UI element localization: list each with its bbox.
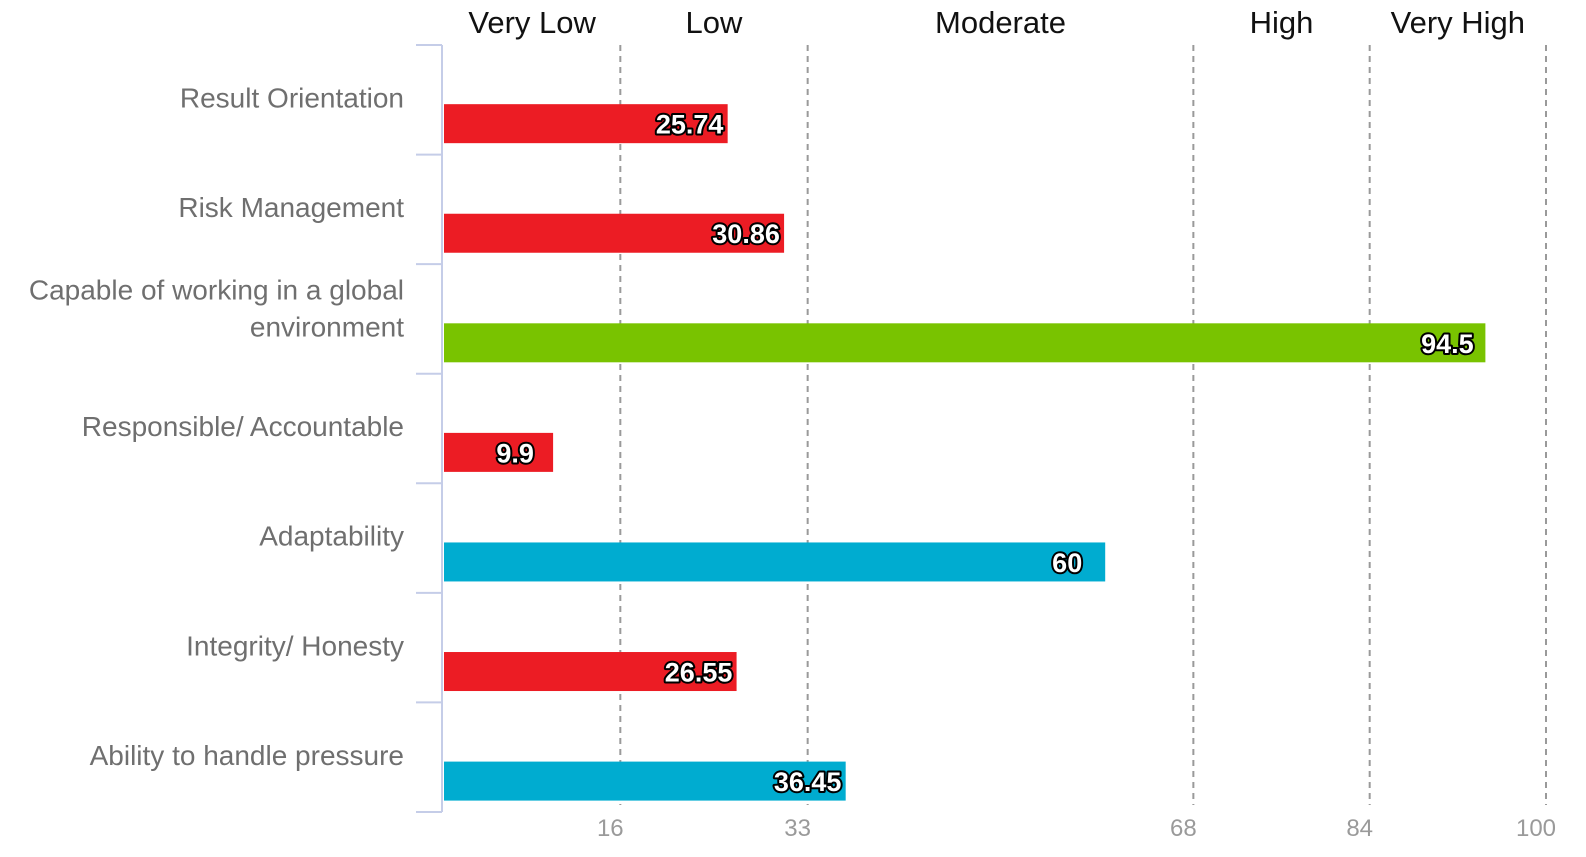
band-label: Moderate — [935, 5, 1066, 40]
x-tick-label: 33 — [784, 815, 811, 842]
x-tick-label: 100 — [1516, 815, 1556, 842]
x-tick-label: 16 — [597, 815, 624, 842]
bar — [444, 542, 1106, 582]
bar — [444, 323, 1486, 363]
bar — [444, 213, 785, 253]
bar — [444, 652, 737, 692]
category-label: Risk Management — [178, 192, 404, 223]
bar — [444, 761, 846, 801]
category-label: Integrity/ Honesty — [186, 630, 404, 661]
bars — [444, 104, 1486, 801]
value-label: 60 — [1052, 548, 1082, 578]
bar — [444, 432, 554, 472]
value-labels: 25.74 30.86 94.5 9.9 60 26.55 36.45 — [494, 108, 1475, 799]
value-label: 94.5 — [1421, 329, 1474, 359]
category-label: Adaptability — [259, 521, 404, 552]
bar — [444, 104, 728, 144]
band-labels: Very Low Low Moderate High Very High — [468, 5, 1525, 40]
band-label: Very Low — [468, 5, 596, 40]
y-axis — [416, 44, 443, 813]
gridlines — [619, 45, 1547, 805]
category-label: Ability to handle pressure — [90, 740, 404, 771]
value-label: 25.74 — [656, 110, 724, 140]
category-label: Result Orientation — [180, 82, 404, 113]
x-tick-labels: 16 33 68 84 100 — [597, 815, 1556, 842]
value-label: 36.45 — [774, 767, 842, 797]
category-labels: Result Orientation Risk Management Capable… — [29, 82, 404, 770]
band-label: Very High — [1391, 5, 1525, 40]
category-label: Capable of working in a global — [29, 274, 404, 305]
category-label: environment — [250, 311, 404, 342]
value-label: 9.9 — [496, 438, 534, 468]
band-label: High — [1250, 5, 1314, 40]
band-label: Low — [686, 5, 743, 40]
x-tick-label: 68 — [1170, 815, 1197, 842]
x-tick-label: 84 — [1346, 815, 1373, 842]
value-label: 30.86 — [712, 219, 780, 249]
value-label: 26.55 — [665, 658, 733, 688]
category-label: Responsible/ Accountable — [82, 411, 404, 442]
